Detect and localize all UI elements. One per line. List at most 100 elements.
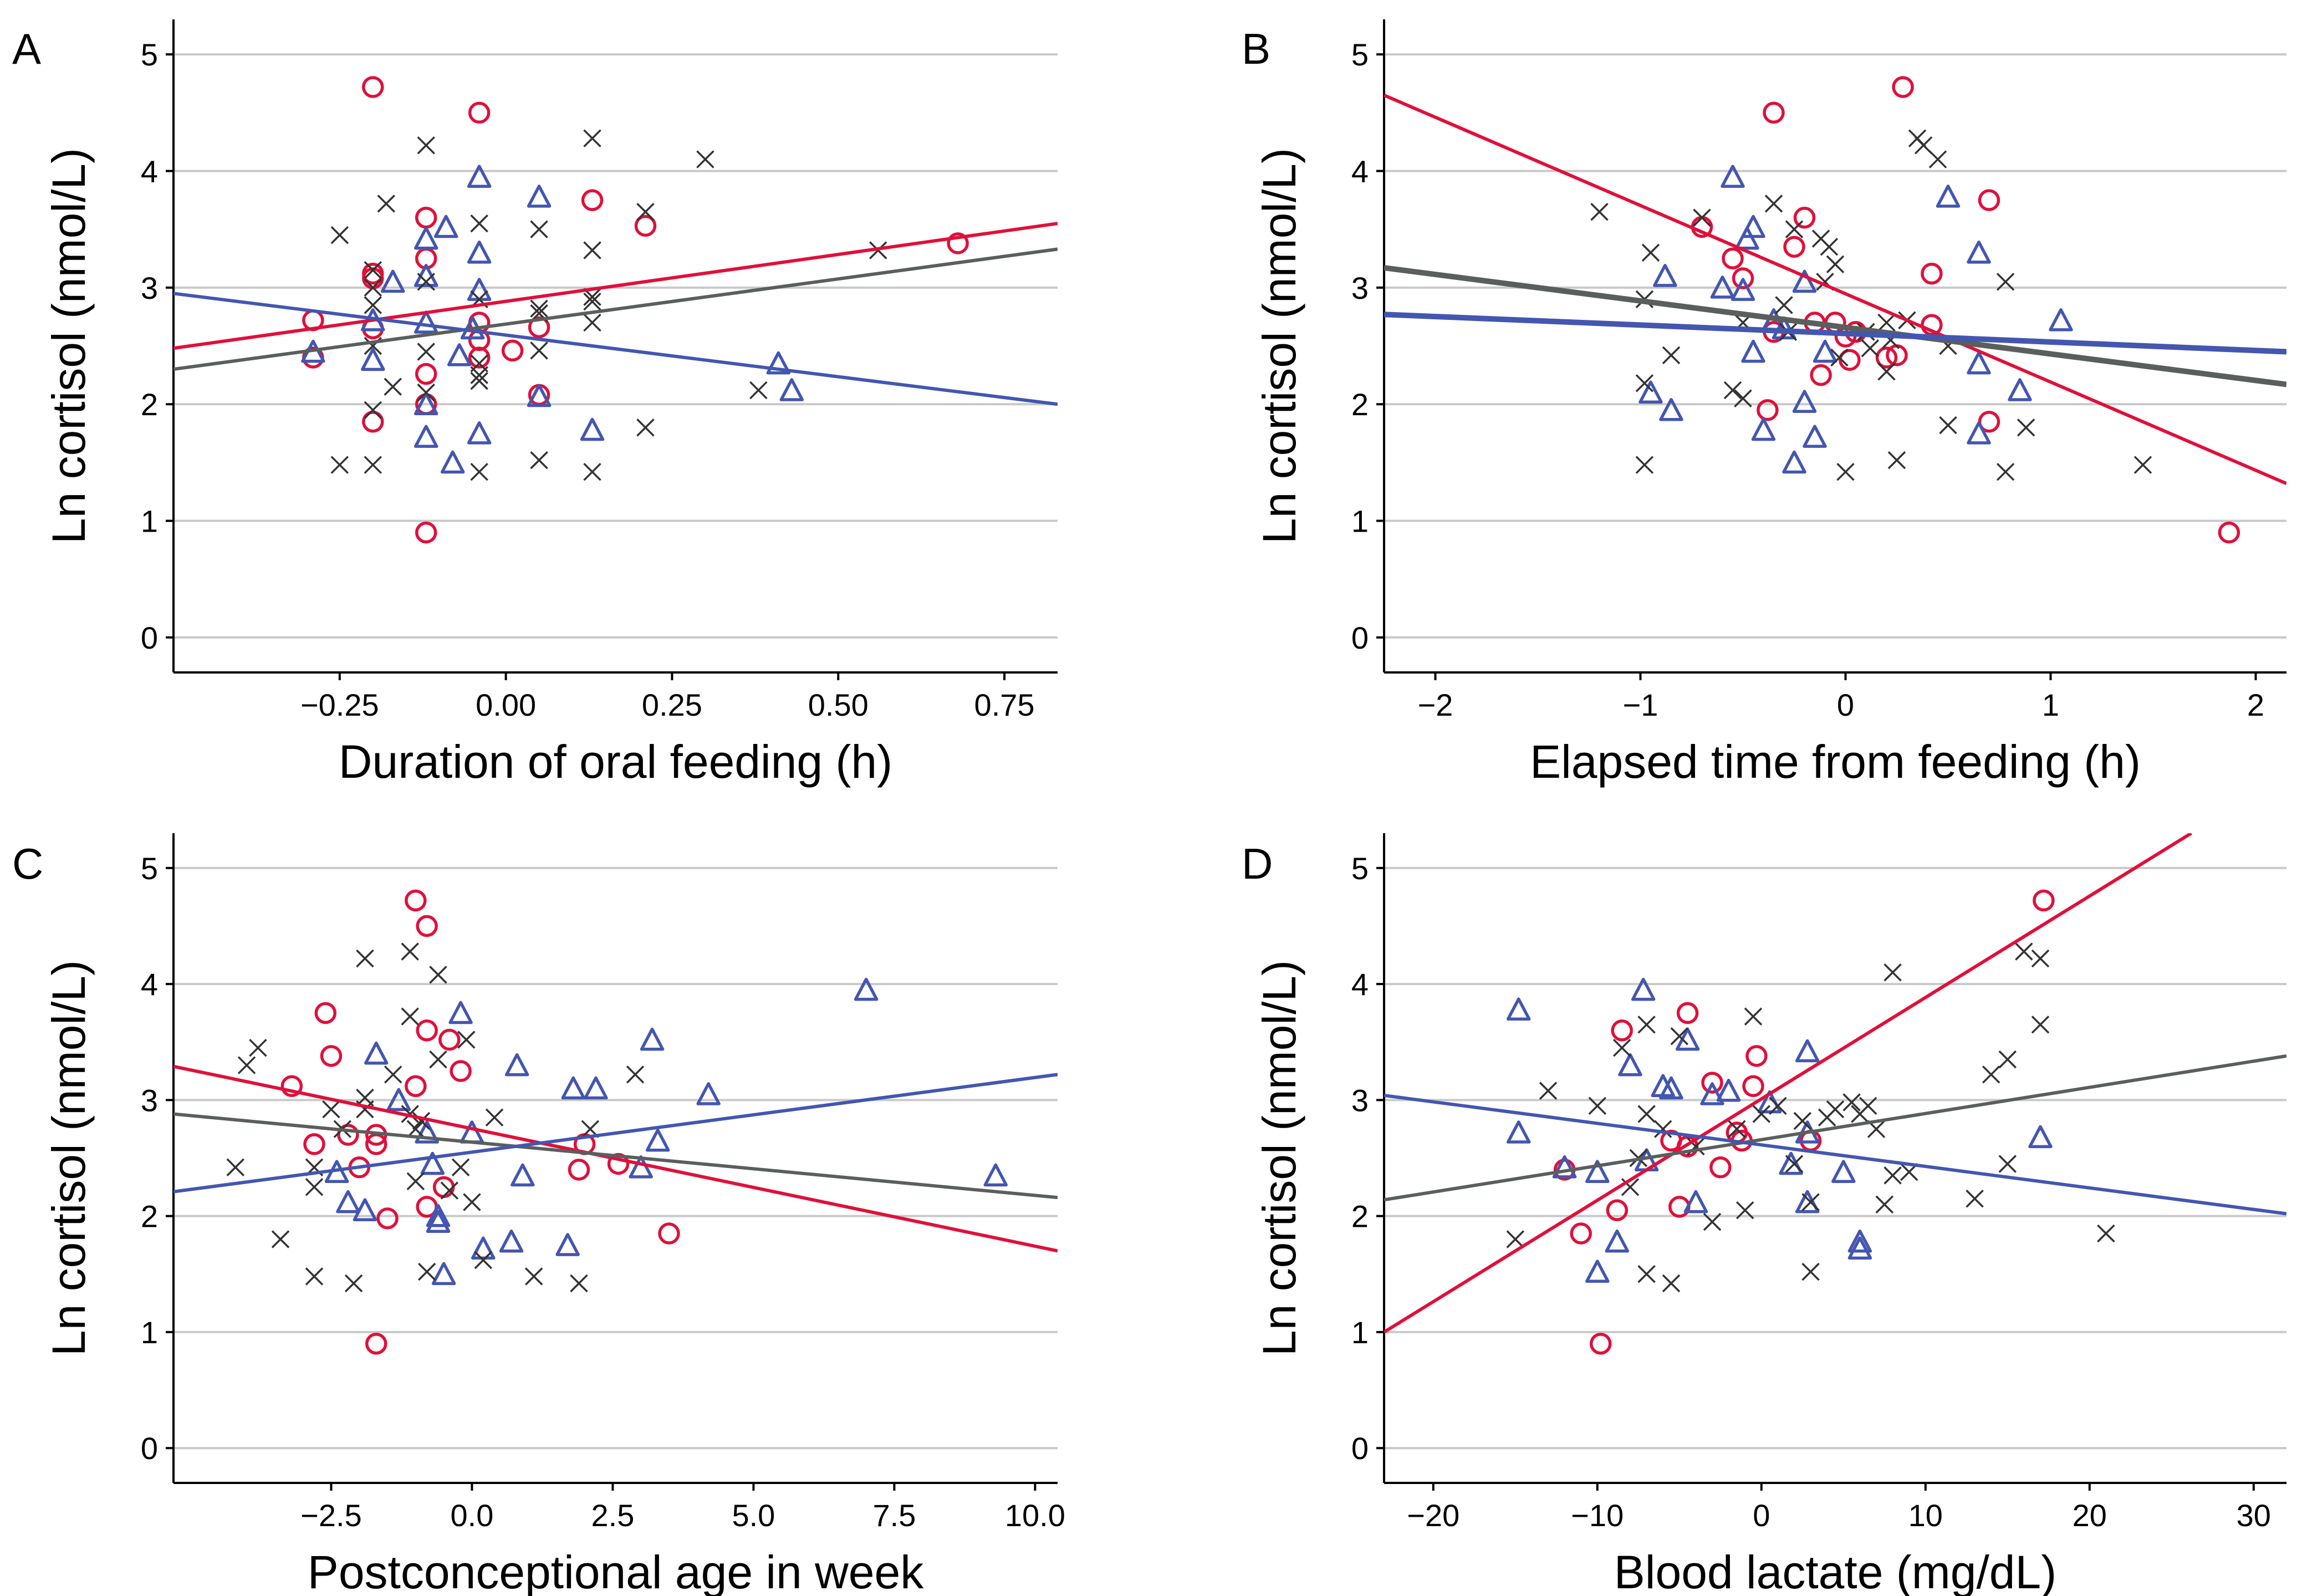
series-cross [226, 942, 645, 1293]
data-point-circle [1668, 1196, 1691, 1218]
data-point-cross [384, 1065, 402, 1084]
y-tick-label: 2 [141, 387, 158, 422]
x-tick-label: 10.0 [1005, 1498, 1065, 1533]
x-axis-title: Blood lactate (mg/dL) [1614, 1546, 2056, 1596]
data-point-circle [1570, 1222, 1592, 1245]
data-point-triangle [1552, 1155, 1577, 1179]
data-point-triangle [471, 1236, 496, 1260]
triangle-fit-line [173, 1073, 1058, 1194]
data-point-cross [636, 202, 655, 221]
data-point-circle [438, 1028, 461, 1051]
data-point-cross [451, 1158, 470, 1176]
data-point-triangle [1779, 1151, 1803, 1175]
data-point-cross [271, 1230, 290, 1248]
data-point-triangle [440, 450, 465, 474]
data-point-cross [1966, 1190, 1984, 1208]
data-point-cross [583, 313, 601, 332]
y-tick-label: 4 [1351, 967, 1369, 1002]
data-point-triangle [1792, 390, 1817, 413]
data-point-cross [1764, 195, 1783, 213]
data-point-cross [364, 278, 382, 297]
data-point-triangle [433, 215, 458, 238]
data-point-triangle [1721, 165, 1745, 188]
data-point-triangle [1710, 276, 1735, 299]
x-tick-label: −2.5 [300, 1498, 362, 1533]
y-tick-label: 0 [1351, 620, 1369, 655]
x-tick-label: 0.25 [642, 687, 702, 722]
data-point-cross [406, 1120, 425, 1138]
fit-lines [1384, 833, 2286, 1334]
data-point-triangle [854, 977, 879, 1001]
x-tick-label: −2 [1418, 687, 1453, 722]
x-axis-title: Elapsed time from feeding (h) [1530, 736, 2141, 788]
data-point-cross [1744, 1007, 1763, 1026]
x-tick-label: 0.50 [808, 687, 869, 722]
data-point-cross [429, 1050, 447, 1069]
data-point-cross [1998, 1155, 2017, 1173]
series-circle [302, 76, 969, 544]
data-point-triangle [1585, 1260, 1610, 1283]
data-point-cross [377, 195, 395, 213]
data-point-cross [1653, 1120, 1672, 1138]
data-point-cross [470, 214, 488, 233]
data-point-cross [2133, 456, 2152, 474]
circle-fit-line [173, 222, 1058, 350]
y-tick-label: 1 [1351, 504, 1369, 539]
data-point-cross [1637, 1016, 1656, 1034]
data-point-triangle [1847, 1236, 1872, 1260]
data-point-cross [364, 401, 382, 419]
x-tick-label: 0.0 [451, 1498, 494, 1533]
data-point-cross [1735, 1201, 1754, 1220]
data-point-triangle [1659, 397, 1683, 421]
data-point-cross [1728, 1120, 1746, 1138]
data-point-circle [1978, 189, 2000, 211]
data-point-cross [417, 343, 435, 361]
data-point-triangle [364, 1041, 389, 1065]
data-point-cross [1612, 1038, 1631, 1057]
data-point-cross [330, 226, 349, 244]
data-point-cross [1928, 150, 1947, 169]
data-point-cross [524, 1267, 543, 1286]
data-point-circle [450, 1060, 472, 1082]
x-tick-label: 7.5 [872, 1498, 916, 1533]
data-point-cross [749, 381, 768, 400]
data-point-triangle [511, 1163, 535, 1187]
y-tick-label: 1 [141, 1315, 158, 1350]
data-point-cross [583, 241, 601, 259]
data-point-circle [1676, 1002, 1699, 1024]
data-point-cross [1662, 346, 1681, 365]
data-point-triangle [426, 1210, 451, 1233]
data-point-triangle [1716, 1078, 1741, 1102]
data-point-circle [365, 1333, 387, 1355]
data-point-triangle [414, 226, 438, 250]
data-point-cross [1793, 1111, 1812, 1130]
data-point-triangle [1967, 421, 1991, 445]
data-point-triangle [426, 1204, 451, 1227]
data-point-triangle [431, 1262, 456, 1286]
x-tick-label: 30 [2237, 1498, 2271, 1533]
data-point-cross [401, 942, 419, 961]
data-point-triangle [414, 425, 438, 448]
data-point-triangle [527, 184, 552, 208]
data-point-cross [237, 1056, 256, 1074]
data-point-circle [1875, 346, 1898, 369]
data-point-cross [1785, 1155, 1804, 1173]
data-point-triangle [1831, 1160, 1856, 1183]
y-tick-label: 5 [1351, 851, 1369, 886]
data-point-cross [1539, 1082, 1558, 1100]
fit-lines [173, 1064, 1058, 1253]
panel-letter: A [12, 24, 41, 73]
data-point-cross [356, 949, 374, 968]
data-point-cross [417, 273, 435, 291]
data-point-cross [406, 1172, 425, 1191]
x-axis-title: Postconceptional age in week [308, 1546, 924, 1596]
data-point-cross [1859, 1097, 1877, 1115]
circle-fit-line [1384, 93, 2286, 485]
data-point-triangle [504, 1053, 529, 1077]
data-point-cross [1506, 1230, 1525, 1248]
data-point-triangle [1782, 450, 1806, 474]
panel-letter: C [12, 839, 43, 888]
fit-lines [1384, 93, 2286, 485]
data-point-circle [416, 915, 438, 937]
panel-b: B 0 1 2 3 4 5 −2 −1 0 1 2 Elapsed time from feeding … [1242, 19, 2286, 788]
